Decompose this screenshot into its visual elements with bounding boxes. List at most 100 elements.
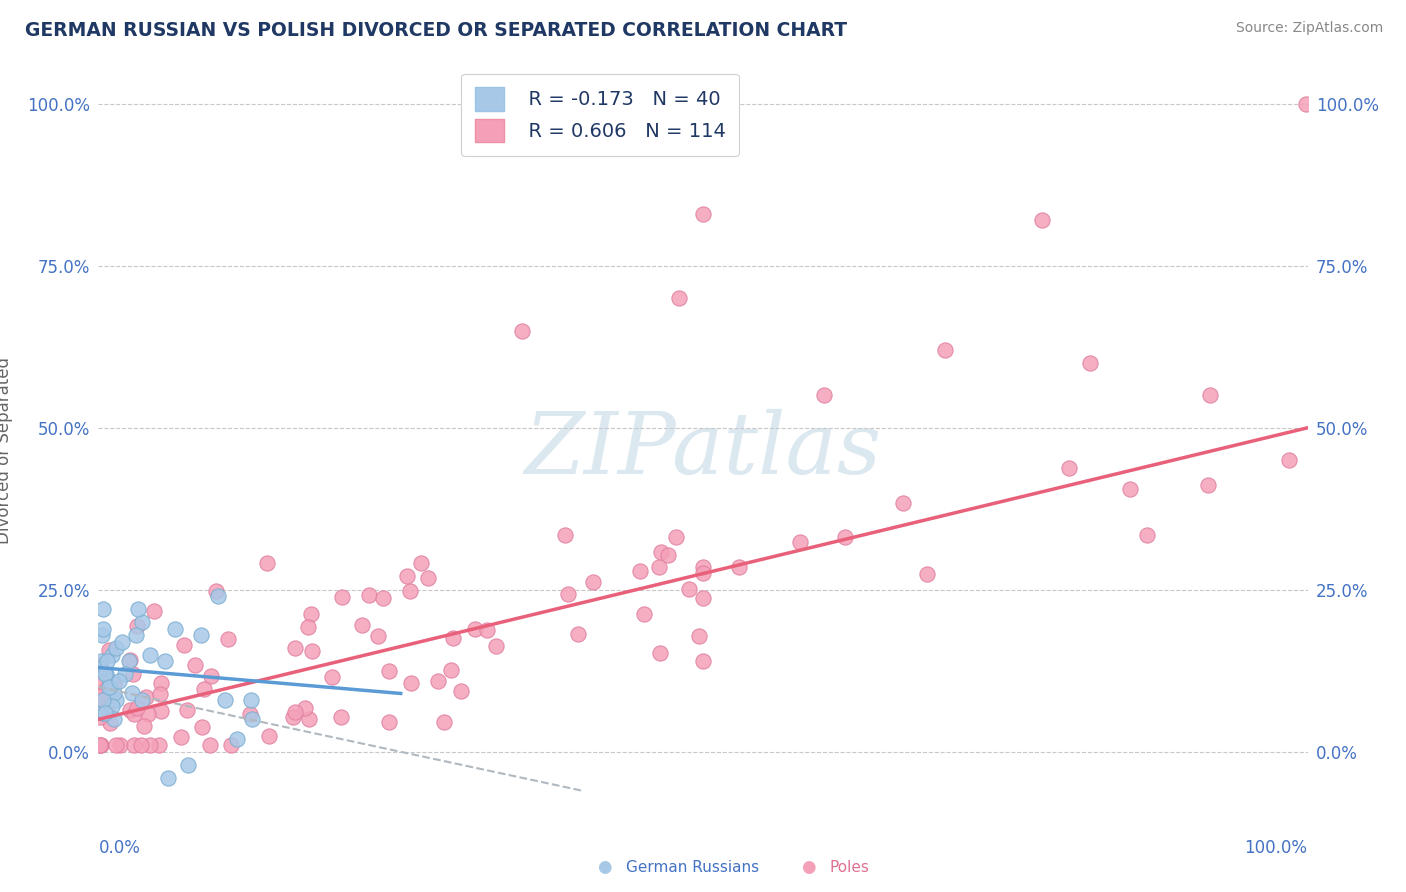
Point (834, 531, 856, 545)
Point (96, 690, 118, 704)
Point (329, 710, 352, 724)
Point (89, 689, 111, 703)
Point (98, 680, 121, 694)
Point (98, 673, 121, 688)
Point (103, 712, 125, 726)
Point (628, 564, 651, 578)
Point (150, 676, 173, 690)
Point (124, 706, 146, 721)
Point (131, 615, 153, 630)
Point (409, 556, 432, 570)
Point (1059, 460, 1081, 475)
Point (191, 720, 214, 734)
Point (416, 571, 439, 585)
Point (395, 569, 418, 583)
Point (219, 739, 242, 753)
Point (190, 628, 212, 642)
Point (813, 388, 835, 402)
Point (633, 607, 655, 622)
Point (89, 739, 111, 753)
Point (433, 714, 456, 729)
Point (173, 638, 195, 652)
Point (89, 660, 111, 674)
Point (789, 535, 811, 549)
Point (129, 738, 152, 752)
Point (118, 654, 141, 668)
Point (193, 681, 215, 696)
Point (727, 559, 749, 574)
Point (239, 706, 262, 721)
Point (121, 686, 143, 700)
Point (650, 544, 672, 558)
Point (1031, 213, 1053, 227)
Point (226, 731, 249, 746)
Point (96, 654, 118, 668)
Point (125, 700, 148, 714)
Point (157, 771, 180, 785)
Point (475, 624, 498, 638)
Point (1136, 528, 1159, 542)
Point (125, 628, 148, 642)
Point (217, 632, 239, 646)
Point (648, 559, 671, 574)
Point (401, 675, 423, 690)
Point (91, 628, 114, 642)
Point (367, 629, 389, 643)
Text: 0.0%: 0.0% (98, 839, 141, 857)
Point (114, 667, 136, 681)
Point (1078, 356, 1101, 370)
Point (132, 718, 155, 732)
Point (139, 648, 162, 662)
Text: GERMAN RUSSIAN VS POLISH DIVORCED OR SEPARATED CORRELATION CHART: GERMAN RUSSIAN VS POLISH DIVORCED OR SEP… (25, 21, 848, 40)
Point (121, 666, 143, 681)
Point (441, 631, 464, 645)
Point (111, 634, 134, 648)
Text: ZIPatlas: ZIPatlas (524, 409, 882, 491)
Point (170, 730, 193, 744)
Point (294, 700, 316, 714)
Point (464, 622, 486, 636)
Text: ●: ● (598, 858, 612, 876)
Point (122, 739, 145, 753)
Point (557, 587, 579, 601)
Point (692, 591, 714, 606)
Point (650, 646, 672, 660)
Y-axis label: Divorced or Separated: Divorced or Separated (0, 357, 13, 544)
Point (510, 324, 533, 338)
Point (131, 693, 153, 707)
Point (207, 589, 229, 603)
Point (177, 757, 200, 772)
Point (357, 588, 380, 602)
Text: Source: ZipAtlas.com: Source: ZipAtlas.com (1236, 21, 1384, 36)
Point (567, 626, 589, 640)
Text: German Russians: German Russians (626, 860, 759, 874)
Point (426, 673, 449, 688)
Point (688, 629, 710, 643)
Point (1278, 453, 1301, 467)
Point (100, 699, 122, 714)
Point (89, 658, 111, 673)
Point (127, 602, 149, 616)
Point (97, 643, 120, 657)
Point (554, 527, 576, 541)
Point (1119, 483, 1142, 497)
Point (284, 640, 307, 655)
Point (103, 686, 125, 700)
Point (143, 604, 166, 618)
Point (582, 575, 605, 590)
Point (297, 620, 319, 634)
Point (148, 739, 170, 753)
Point (257, 729, 280, 743)
Point (239, 693, 262, 707)
Point (94, 667, 117, 681)
Point (915, 567, 938, 582)
Point (378, 664, 401, 678)
Point (692, 566, 714, 581)
Point (371, 591, 394, 605)
Point (440, 663, 463, 677)
Point (91, 602, 114, 616)
Point (284, 705, 307, 719)
Point (484, 640, 506, 654)
Point (399, 583, 422, 598)
Point (321, 670, 343, 684)
